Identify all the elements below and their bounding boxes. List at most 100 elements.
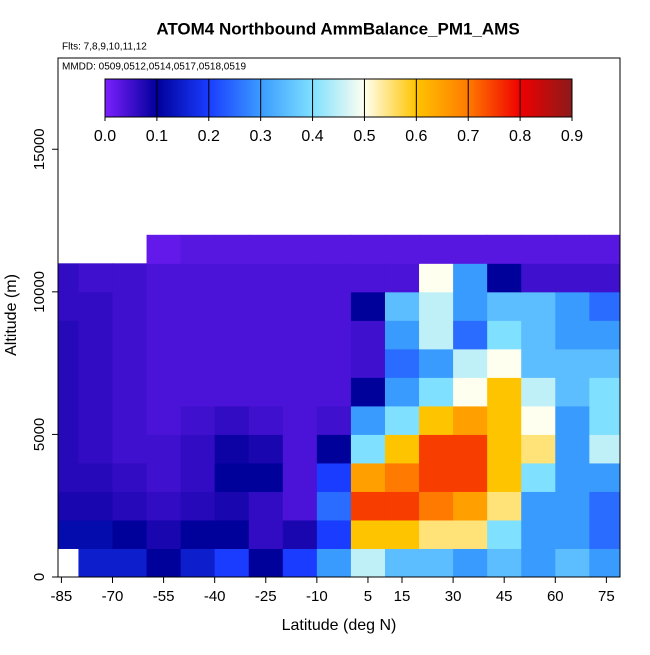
heat-cell (487, 320, 522, 350)
heat-cell (248, 291, 284, 321)
heat-cell (248, 263, 284, 293)
heat-cell (589, 263, 621, 293)
heat-cell (112, 405, 148, 435)
heat-cell (384, 519, 420, 549)
colorbar (104, 78, 573, 118)
heat-cell (487, 434, 522, 464)
colorbar-tick-label: 0.5 (353, 128, 375, 145)
x-tick-label: 15 (394, 588, 411, 605)
heat-cell (419, 462, 454, 492)
heat-cell (589, 377, 621, 407)
heat-cell (282, 263, 318, 293)
colorbar-tick-label: 0.9 (561, 128, 583, 145)
heat-cell (316, 548, 352, 578)
heat-cell (316, 348, 352, 378)
heat-cell (214, 548, 250, 578)
heat-cell (453, 491, 488, 521)
heat-cell (248, 320, 284, 350)
heat-cell (419, 263, 454, 293)
x-axis-label: Latitude (deg N) (282, 617, 397, 634)
heat-cell (453, 548, 488, 578)
heat-cell (350, 263, 386, 293)
heat-cell (146, 434, 182, 464)
heat-cell (384, 348, 420, 378)
heat-cell (316, 462, 352, 492)
x-tick-label: -55 (153, 588, 175, 605)
heat-cell (555, 491, 590, 521)
heat-cell (384, 405, 420, 435)
subtitle: Flts: 7,8,9,10,11,12 (62, 42, 147, 53)
heat-cell (350, 234, 386, 264)
heat-cell (146, 405, 182, 435)
heat-cell (555, 377, 590, 407)
heat-cell (453, 291, 488, 321)
heat-cell (282, 348, 318, 378)
heat-cell (316, 377, 352, 407)
heat-cell (384, 320, 420, 350)
heat-cell (58, 491, 79, 521)
heat-cell (589, 348, 621, 378)
x-tick-label: 5 (364, 588, 372, 605)
heat-cell (555, 348, 590, 378)
heat-cell (487, 462, 522, 492)
heat-cell (112, 519, 148, 549)
heat-cell (214, 377, 250, 407)
heat-cell (589, 519, 621, 549)
heat-cell (453, 405, 488, 435)
heat-cell (555, 263, 590, 293)
heat-cell (58, 519, 79, 549)
heat-cell (555, 405, 590, 435)
heat-cell (78, 291, 113, 321)
heat-cell (350, 291, 386, 321)
heat-cell (589, 434, 621, 464)
heat-cell (350, 462, 386, 492)
heat-cell (248, 348, 284, 378)
heat-cell (180, 462, 216, 492)
heat-cell (521, 519, 556, 549)
heat-cell (589, 320, 621, 350)
x-tick-label: 60 (547, 588, 564, 605)
heat-cell (419, 234, 454, 264)
heat-cell (282, 377, 318, 407)
x-tick-label: 45 (496, 588, 513, 605)
heatmap (58, 234, 621, 578)
heat-cell (146, 377, 182, 407)
heat-cell (214, 434, 250, 464)
heat-cell (180, 377, 216, 407)
heat-cell (555, 434, 590, 464)
x-tick-label: -85 (51, 588, 73, 605)
heat-cell (453, 348, 488, 378)
heat-cell (58, 434, 79, 464)
heat-cell (589, 234, 621, 264)
heat-cell (316, 491, 352, 521)
heat-cell (521, 491, 556, 521)
y-tick-label: 5000 (31, 418, 48, 451)
x-tick-label: -25 (255, 588, 277, 605)
heat-cell (350, 491, 386, 521)
heat-cell (384, 462, 420, 492)
heat-cell (419, 405, 454, 435)
heat-cell (58, 348, 79, 378)
heat-cell (487, 234, 522, 264)
heat-cell (487, 263, 522, 293)
heat-cell (487, 405, 522, 435)
heat-cell (384, 377, 420, 407)
heat-cell (112, 434, 148, 464)
heat-cell (589, 491, 621, 521)
heat-cell (487, 491, 522, 521)
colorbar-tick-label: 0.0 (94, 128, 116, 145)
heat-cell (214, 263, 250, 293)
heat-cell (180, 519, 216, 549)
heat-cell (248, 405, 284, 435)
heat-cell (112, 548, 148, 578)
heat-cell (146, 348, 182, 378)
colorbar-tick-label: 0.2 (198, 128, 220, 145)
heat-cell (453, 377, 488, 407)
heat-cell (453, 234, 488, 264)
heat-cell (487, 291, 522, 321)
heat-cell (589, 462, 621, 492)
colorbar-tick-label: 0.3 (250, 128, 272, 145)
heat-cell (316, 291, 352, 321)
heat-cell (58, 377, 79, 407)
heat-cell (78, 434, 113, 464)
